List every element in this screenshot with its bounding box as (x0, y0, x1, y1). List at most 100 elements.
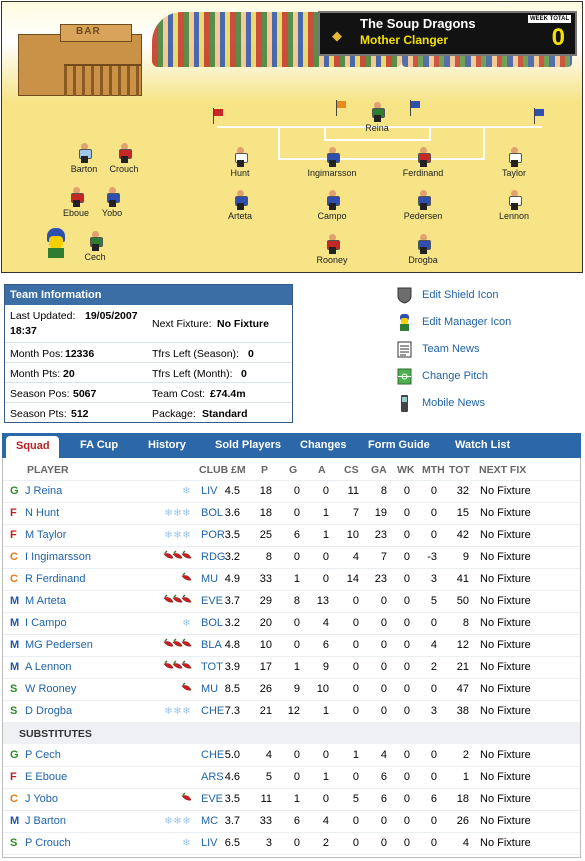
pitch-player[interactable]: Ingimarsson (292, 147, 372, 178)
club-link[interactable]: LIV (201, 837, 218, 849)
player-name-link[interactable]: E Eboue (25, 771, 68, 783)
player-name-link[interactable]: J Reina (25, 485, 63, 497)
col-club[interactable]: CLUB (199, 464, 229, 476)
club-link[interactable]: MC (201, 815, 219, 827)
tab-squad[interactable]: Squad (6, 436, 59, 459)
player-sprite-icon (417, 190, 431, 210)
cold-form-snowflake-icon: ❄ ❄ ❄ (164, 816, 190, 827)
col-clean-sheets[interactable]: CS (344, 464, 359, 476)
player-name-link[interactable]: I Campo (25, 617, 67, 629)
svg-text:❄: ❄ (164, 816, 172, 827)
stat-tot: 47 (456, 683, 469, 695)
stat-g: 0 (293, 771, 300, 783)
col-goals-against[interactable]: GA (371, 464, 387, 476)
stat-tot: 9 (462, 551, 469, 563)
club-link[interactable]: EVE (201, 793, 224, 805)
substitutes-header: SUBSTITUTES (3, 722, 580, 744)
col-price[interactable]: £M (231, 464, 246, 476)
pitch-player[interactable]: Taylor (474, 147, 554, 178)
edit-manager-icon-label: Edit Manager Icon (422, 316, 512, 328)
player-name-link[interactable]: W Rooney (25, 683, 77, 695)
club-link[interactable]: EVE (201, 595, 224, 607)
stat-mth: 5 (430, 595, 437, 607)
club-link[interactable]: POR (201, 529, 225, 541)
stat-price: 3.2 (224, 551, 240, 563)
player-sprite-icon (508, 147, 522, 167)
club-link[interactable]: TOT (201, 661, 223, 673)
stat-tot: 42 (456, 529, 469, 541)
pitch-player[interactable]: Yobo (72, 187, 152, 218)
stat-p: 18 (259, 485, 272, 497)
squad-table: PLAYER CLUB £M P G A CS GA WK MTH TOT NE… (2, 458, 581, 858)
player-sprite-icon (234, 190, 248, 210)
stat-wk: 0 (403, 837, 410, 849)
pitch-player[interactable]: Reina (337, 102, 417, 133)
club-link[interactable]: RDG (201, 551, 226, 563)
col-played[interactable]: P (261, 464, 269, 476)
tab-history[interactable]: History (148, 439, 186, 451)
col-assists[interactable]: A (318, 464, 326, 476)
player-name-link[interactable]: J Yobo (25, 793, 59, 805)
stat-wk: 0 (403, 793, 410, 805)
pitch-player[interactable]: Lennon (474, 190, 554, 221)
tab-sold-players[interactable]: Sold Players (215, 439, 282, 451)
position-code: F (10, 529, 17, 541)
player-name-link[interactable]: R Ferdinand (25, 573, 86, 585)
col-next-fixture[interactable]: NEXT FIX (479, 464, 527, 476)
col-month[interactable]: MTH (422, 464, 445, 476)
tab-fa-cup[interactable]: FA Cup (80, 439, 119, 451)
player-name-link[interactable]: M Taylor (25, 529, 67, 541)
player-name-link[interactable]: J Barton (25, 815, 66, 827)
hot-form-chili-icon (163, 550, 192, 559)
svg-text:❄: ❄ (164, 706, 172, 717)
player-name-link[interactable]: N Hunt (25, 507, 60, 519)
col-goals[interactable]: G (289, 464, 298, 476)
player-name-link[interactable]: P Crouch (25, 837, 71, 849)
pitch-player[interactable]: Ferdinand (383, 147, 463, 178)
pitch-player[interactable]: Crouch (84, 143, 164, 174)
table-row: M A Lennon TOT 3.9 17 1 9 0 0 0 2 21 No Fixture (3, 656, 580, 679)
pitch-player[interactable]: Rooney (292, 234, 372, 265)
club-link[interactable]: BLA (201, 639, 222, 651)
pitch-player[interactable]: Barton (44, 143, 124, 174)
stat-cs: 0 (352, 815, 359, 827)
player-name-link[interactable]: A Lennon (25, 661, 72, 673)
club-link[interactable]: CHE (201, 749, 225, 761)
player-name-link[interactable]: P Cech (25, 749, 61, 761)
pitch-player[interactable]: Cech (55, 231, 135, 262)
pitch-player[interactable]: Campo (292, 190, 372, 221)
stat-mth: 0 (430, 529, 437, 541)
tab-form-guide[interactable]: Form Guide (368, 439, 430, 451)
player-name-link[interactable]: D Drogba (25, 705, 73, 717)
player-name-link[interactable]: MG Pedersen (25, 639, 93, 651)
pitch-player[interactable]: Pedersen (383, 190, 463, 221)
season-pos-value: 5067 (73, 388, 97, 400)
position-code: M (10, 661, 20, 673)
col-total[interactable]: TOT (449, 464, 470, 476)
goal-flag-right (409, 100, 421, 116)
player-name-link[interactable]: I Ingimarsson (25, 551, 92, 563)
club-link[interactable]: LIV (201, 485, 218, 497)
col-week[interactable]: WK (397, 464, 415, 476)
stat-g: 12 (287, 705, 300, 717)
pitch-player[interactable]: Hunt (200, 147, 280, 178)
player-sprite-icon (371, 102, 385, 122)
stat-wk: 0 (403, 705, 410, 717)
player-sprite-icon (417, 147, 431, 167)
club-link[interactable]: BOL (201, 507, 224, 519)
team-cost-value: £74.4m (210, 388, 246, 400)
pitch-player[interactable]: Eboue (36, 187, 116, 218)
club-link[interactable]: BOL (201, 617, 224, 629)
club-link[interactable]: MU (201, 573, 219, 585)
pitch-player[interactable]: Drogba (383, 234, 463, 265)
pitch-player[interactable]: Arteta (200, 190, 280, 221)
table-row: M I Campo ❄ BOL 3.2 20 0 4 0 0 0 0 8 No Fixture (3, 612, 580, 635)
hot-form-chili-icon (163, 638, 192, 647)
club-link[interactable]: ARS (201, 771, 224, 783)
player-name-link[interactable]: M Arteta (25, 595, 66, 607)
col-player[interactable]: PLAYER (27, 464, 69, 476)
tab-changes[interactable]: Changes (300, 439, 347, 451)
tab-watch-list[interactable]: Watch List (455, 439, 511, 451)
club-link[interactable]: CHE (201, 705, 225, 717)
club-link[interactable]: MU (201, 683, 219, 695)
